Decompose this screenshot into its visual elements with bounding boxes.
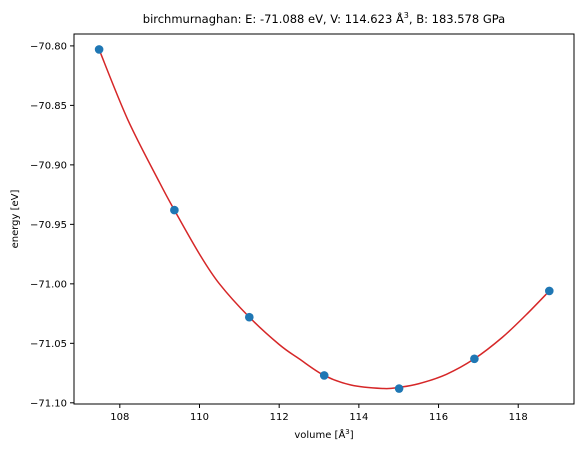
data-points	[94, 45, 554, 393]
data-point	[470, 354, 479, 364]
y-tick-label: −70.85	[30, 101, 67, 112]
y-tick-label: −71.10	[30, 398, 67, 409]
x-tick-label: 112	[270, 412, 289, 423]
plot-area-frame	[73, 33, 575, 405]
x-tick-label: 114	[349, 412, 368, 423]
data-point	[94, 45, 104, 54]
data-point	[319, 371, 329, 380]
x-tick-label: 108	[110, 412, 129, 423]
data-point	[170, 205, 179, 215]
x-axis-ticks: 108 110 112 114 116 118	[110, 404, 528, 423]
chart-title: birchmurnaghan: E: -71.088 eV, V: 114.62…	[143, 11, 505, 26]
data-point	[544, 286, 554, 296]
y-axis-ticks: −70.80 −70.85 −70.90 −70.95 −71.00 −71.05 −71.…	[30, 41, 74, 409]
x-tick-label: 118	[509, 412, 528, 423]
fit-curve-line	[98, 49, 550, 390]
y-tick-label: −71.05	[30, 339, 67, 350]
x-tick-label: 110	[190, 412, 209, 423]
y-tick-label: −70.95	[30, 220, 67, 231]
data-point	[244, 312, 254, 322]
y-tick-label: −71.00	[30, 279, 67, 290]
x-tick-label: 116	[429, 412, 448, 423]
data-point	[394, 384, 404, 393]
y-axis-label: energy [eV]	[10, 189, 21, 248]
y-tick-label: −70.80	[30, 41, 67, 52]
y-tick-label: −70.90	[30, 160, 67, 171]
x-axis-label: volume [Å3]	[294, 428, 353, 441]
